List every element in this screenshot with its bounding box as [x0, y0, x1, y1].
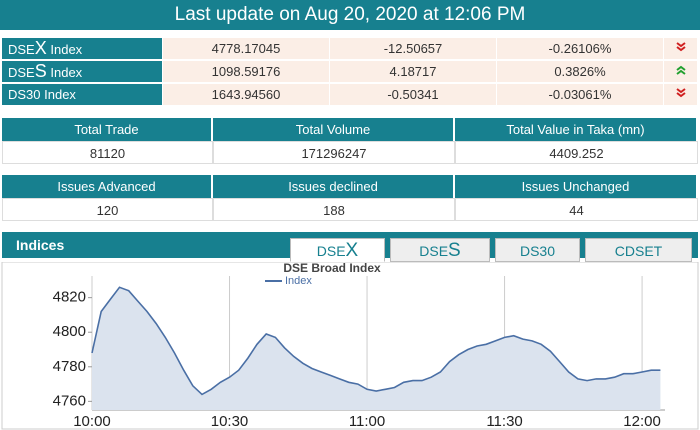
index-value: 1098.59176 — [163, 61, 330, 82]
index-row: DSES Index 1098.59176 4.18717 0.3826% — [2, 61, 698, 82]
index-value: 1643.94560 — [163, 84, 330, 105]
table-header: Total Volume — [213, 118, 455, 141]
tab-text: DSE — [316, 243, 346, 259]
tab[interactable]: DSES — [390, 238, 490, 262]
x-tick-label: 10:30 — [211, 413, 249, 430]
index-change: 4.18717 — [330, 61, 497, 82]
name-part: DS30 Index — [8, 87, 76, 102]
tab-text: DSE — [419, 243, 449, 259]
y-tick-label: 4760 — [53, 392, 86, 409]
totals-table: Total Trade Total Volume Total Value in Ta… — [2, 118, 698, 164]
down-chevrons — [675, 88, 686, 98]
tab[interactable]: DS30 — [495, 238, 580, 262]
chart-title: DSE Broad Index — [283, 262, 381, 275]
x-tick-label: 11:30 — [486, 413, 522, 430]
table-header: Total Value in Taka (mn) — [455, 118, 698, 141]
table-header: Issues Unchanged — [455, 175, 698, 198]
index-name: DSEX Index — [2, 38, 163, 59]
tab[interactable]: DSEX — [290, 238, 385, 262]
tab-text: S — [448, 240, 461, 261]
index-percent: -0.03061% — [497, 84, 664, 105]
tab-text: X — [345, 240, 359, 261]
trend-icon — [664, 84, 698, 105]
table-header: Total Trade — [2, 118, 213, 141]
x-tick-label: 12:00 — [623, 413, 661, 430]
name-part: DSE — [8, 65, 35, 80]
name-part: X — [34, 38, 47, 58]
index-percent: -0.26106% — [497, 38, 664, 59]
table-cell: 44 — [455, 198, 698, 221]
index-area — [92, 287, 661, 410]
y-tick-label: 4820 — [53, 289, 86, 306]
indices-title: Indices — [16, 237, 65, 253]
name-part: Index — [50, 65, 83, 80]
index-line — [91, 286, 661, 396]
tab[interactable]: CDSET — [585, 238, 692, 262]
index-change: -12.50657 — [330, 38, 497, 59]
chart: DSE Broad Index Index 10:00 10:30 11:00 11:… — [1, 262, 699, 430]
update-title: Last update on Aug 20, 2020 at 12:06 PM — [0, 0, 700, 30]
legend-entry: Index — [285, 275, 312, 287]
table-cell: 4409.252 — [455, 141, 698, 164]
table-cell: 188 — [213, 198, 455, 221]
trend-icon — [664, 38, 698, 59]
index-value: 4778.17045 — [163, 38, 330, 59]
name-part: Index — [50, 42, 83, 57]
up-chevrons — [675, 65, 686, 75]
index-row: DS30 Index 1643.94560 -0.50341 -0.03061% — [2, 84, 698, 105]
index-percent: 0.3826% — [497, 61, 664, 82]
y-tick-label: 4800 — [53, 323, 86, 340]
table-cell: 171296247 — [213, 141, 455, 164]
index-row: DSEX Index 4778.17045 -12.50657 -0.26106… — [2, 38, 698, 59]
issues-table: Issues Advanced Issues declined Issues Unc… — [2, 175, 698, 221]
name-part: DSE — [8, 42, 35, 57]
table-cell: 120 — [2, 198, 213, 221]
tab-text: CDSET — [614, 243, 663, 259]
x-tick-label: 11:00 — [349, 413, 385, 430]
down-chevrons — [675, 42, 686, 52]
table-header: Issues declined — [213, 175, 455, 198]
x-tick-label: 10:00 — [73, 413, 111, 430]
name-part: S — [34, 61, 47, 81]
index-name: DSES Index — [2, 61, 163, 82]
table-header: Issues Advanced — [2, 175, 213, 198]
trend-icon — [664, 61, 698, 82]
table-cell: 81120 — [2, 141, 213, 164]
index-change: -0.50341 — [330, 84, 497, 105]
index-name: DS30 Index — [2, 84, 163, 105]
y-tick-label: 4780 — [53, 358, 86, 375]
tab-text: DS30 — [519, 243, 556, 259]
